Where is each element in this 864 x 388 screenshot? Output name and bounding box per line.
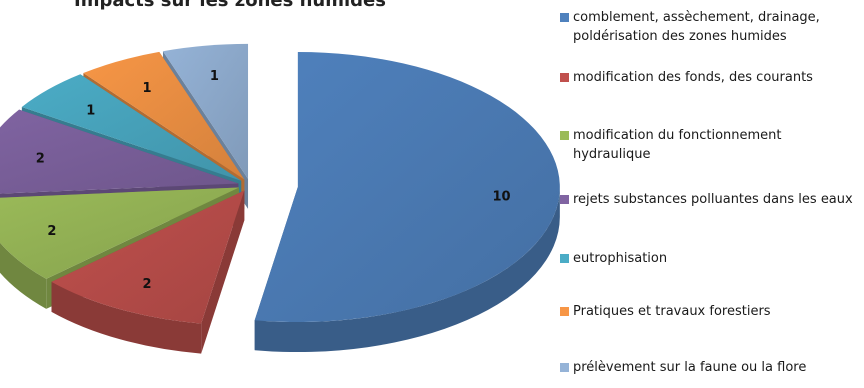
- slice-value-label: 10: [492, 190, 510, 205]
- legend-label: eutrophisation: [573, 251, 668, 266]
- legend-label: modification des fonds, des courants: [573, 70, 813, 85]
- legend-item: rejets substances polluantes dans les ea…: [560, 190, 860, 209]
- legend-label: prélèvement sur la faune ou la flore: [573, 360, 807, 375]
- legend-label: Pratiques et travaux forestiers: [573, 304, 771, 319]
- legend-label: rejets substances polluantes dans les ea…: [573, 192, 853, 207]
- legend-label: modification du fonctionnement hydrauliq…: [573, 128, 782, 162]
- pie-slice: 10: [254, 52, 560, 353]
- legend-item: prélèvement sur la faune ou la flore: [560, 358, 860, 377]
- legend-swatch: [560, 13, 569, 22]
- legend-item: eutrophisation: [560, 249, 860, 268]
- slice-value-label: 1: [86, 103, 95, 118]
- legend-item: Pratiques et travaux forestiers: [560, 302, 860, 321]
- legend-swatch: [560, 307, 569, 316]
- legend-item: modification du fonctionnement hydrauliq…: [560, 126, 860, 164]
- legend-swatch: [560, 73, 569, 82]
- pie-slice: 2: [51, 190, 245, 354]
- slice-value-label: 1: [143, 81, 152, 96]
- legend-swatch: [560, 254, 569, 263]
- legend-label: comblement, assèchement, drainage, poldé…: [573, 10, 820, 44]
- legend-swatch: [560, 195, 569, 204]
- legend-item: modification des fonds, des courants: [560, 68, 860, 87]
- slice-value-label: 2: [36, 152, 45, 167]
- slice-value-label: 2: [143, 277, 152, 292]
- legend: comblement, assèchement, drainage, poldé…: [560, 0, 860, 388]
- chart-title: Impacts sur les zones humides: [74, 0, 386, 11]
- legend-swatch: [560, 131, 569, 140]
- slice-value-label: 1: [210, 69, 219, 84]
- legend-swatch: [560, 363, 569, 372]
- legend-item: comblement, assèchement, drainage, poldé…: [560, 8, 860, 46]
- slice-value-label: 2: [47, 224, 56, 239]
- pie-chart: 1 1 1 2 10 2 2: [0, 43, 560, 354]
